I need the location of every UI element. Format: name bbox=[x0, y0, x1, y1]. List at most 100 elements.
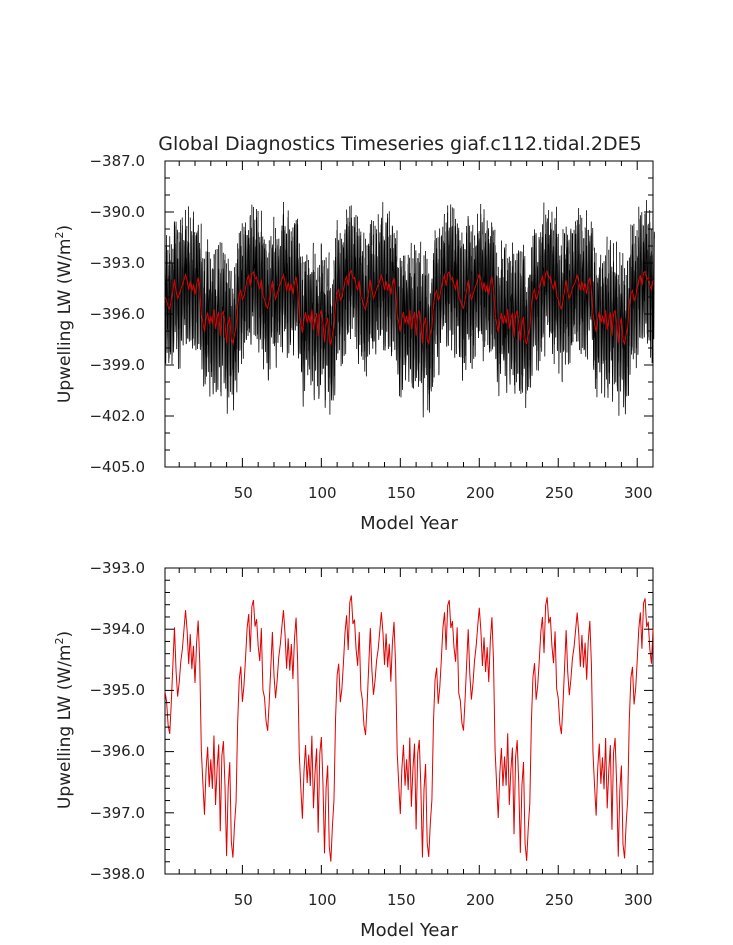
monthly-year-segment bbox=[527, 275, 531, 387]
top-y-tick-labels: −387.0 −390.0 −393.0 −396.0 −399.0 −402.… bbox=[89, 152, 145, 476]
monthly-year-segment bbox=[308, 267, 311, 370]
monthly-year-segment bbox=[297, 224, 300, 359]
monthly-year-segment bbox=[456, 223, 460, 327]
monthly-year-segment bbox=[542, 202, 545, 338]
monthly-year-segment bbox=[497, 266, 501, 397]
monthly-year-segment bbox=[556, 233, 559, 351]
monthly-year-segment bbox=[499, 269, 502, 374]
monthly-year-segment bbox=[627, 260, 630, 396]
monthly-year-segment bbox=[480, 214, 483, 335]
monthly-year-segment bbox=[226, 282, 229, 414]
monthly-year-segment bbox=[241, 234, 245, 359]
monthly-year-segment bbox=[279, 230, 283, 348]
monthly-year-segment bbox=[546, 210, 550, 325]
monthly-year-segment bbox=[347, 221, 351, 333]
monthly-year-segment bbox=[513, 272, 516, 394]
monthly-year-segment bbox=[229, 270, 232, 392]
monthly-year-segment bbox=[602, 263, 605, 364]
monthly-year-segment bbox=[379, 224, 382, 336]
monthly-year-segment bbox=[466, 215, 469, 335]
top-ticks bbox=[165, 160, 654, 468]
monthly-year-segment bbox=[363, 257, 366, 372]
monthly-year-segment bbox=[554, 206, 557, 338]
monthly-year-segment bbox=[573, 221, 576, 335]
monthly-year-segment bbox=[491, 227, 494, 350]
monthly-year-segment bbox=[264, 243, 267, 353]
monthly-year-segment bbox=[553, 218, 556, 365]
monthly-year-segment bbox=[636, 236, 640, 355]
monthly-year-segment bbox=[407, 254, 411, 382]
monthly-year-segment bbox=[275, 227, 278, 368]
monthly-year-segment bbox=[567, 239, 570, 365]
monthly-year-segment bbox=[530, 246, 534, 376]
monthly-year-segment bbox=[373, 234, 376, 342]
monthly-year-segment bbox=[300, 256, 303, 373]
monthly-year-segment bbox=[270, 236, 273, 338]
top-y-tick-label: −399.0 bbox=[89, 356, 145, 374]
bottom-x-tick-label: 100 bbox=[308, 891, 337, 909]
monthly-year-segment bbox=[380, 202, 384, 330]
bottom-y-axis-label-close: ) bbox=[55, 631, 75, 638]
monthly-year-segment bbox=[639, 212, 643, 339]
monthly-year-segment bbox=[352, 217, 355, 318]
top-x-tick-label: 300 bbox=[624, 484, 653, 502]
monthly-year-segment bbox=[519, 273, 523, 394]
monthly-year-segment bbox=[415, 262, 418, 378]
monthly-year-segment bbox=[230, 288, 234, 395]
monthly-year-segment bbox=[535, 234, 538, 371]
monthly-year-segment bbox=[575, 225, 578, 342]
top-y-tick-label: −402.0 bbox=[89, 407, 145, 425]
monthly-year-segment bbox=[565, 226, 568, 353]
monthly-year-segment bbox=[388, 211, 392, 347]
monthly-year-segment bbox=[403, 255, 406, 366]
monthly-year-segment bbox=[218, 242, 221, 368]
monthly-year-segment bbox=[647, 210, 651, 341]
monthly-year-segment bbox=[425, 251, 428, 376]
monthly-year-segment bbox=[194, 234, 197, 351]
monthly-year-segment bbox=[362, 232, 365, 360]
monthly-year-segment bbox=[649, 222, 652, 358]
monthly-year-segment bbox=[426, 275, 430, 411]
bottom-y-axis-label-sup: 2 bbox=[53, 638, 66, 645]
bottom-y-tick-label: −398.0 bbox=[89, 865, 145, 883]
monthly-year-segment bbox=[303, 262, 306, 392]
monthly-year-segment bbox=[223, 260, 226, 384]
monthly-year-segment bbox=[257, 232, 261, 353]
monthly-year-segment bbox=[437, 228, 441, 376]
monthly-year-segment bbox=[628, 254, 632, 375]
monthly-year-segment bbox=[409, 242, 412, 370]
monthly-year-segment bbox=[211, 268, 215, 395]
monthly-year-segment bbox=[368, 232, 371, 355]
monthly-year-segment bbox=[392, 226, 395, 342]
monthly-year-segment bbox=[453, 218, 456, 358]
monthly-year-segment bbox=[298, 243, 302, 355]
monthly-year-segment bbox=[395, 230, 398, 361]
monthly-year-segment bbox=[235, 259, 238, 393]
monthly-year-segment bbox=[208, 258, 212, 397]
monthly-year-segment bbox=[584, 210, 587, 357]
monthly-year-segment bbox=[322, 260, 325, 369]
monthly-year-segment bbox=[354, 214, 357, 337]
top-x-tick-labels: 50 100 150 200 250 300 bbox=[234, 484, 653, 502]
monthly-year-segment bbox=[213, 249, 216, 384]
monthly-year-segment bbox=[418, 241, 422, 382]
monthly-year-segment bbox=[516, 250, 520, 374]
monthly-year-segment bbox=[210, 269, 213, 377]
monthly-year-segment bbox=[557, 233, 561, 374]
bottom-y-tick-label: −394.0 bbox=[89, 620, 145, 638]
top-x-tick-label: 100 bbox=[308, 484, 337, 502]
top-y-axis-label-close: ) bbox=[55, 225, 75, 232]
monthly-year-segment bbox=[625, 260, 628, 397]
monthly-year-segment bbox=[357, 228, 360, 365]
monthly-year-segment bbox=[311, 242, 314, 382]
monthly-year-segment bbox=[504, 243, 507, 376]
monthly-year-segment bbox=[374, 225, 377, 355]
bottom-y-tick-labels: −393.0 −394.0 −395.0 −396.0 −397.0 −398.… bbox=[89, 559, 145, 883]
bottom-x-tick-labels: 50 100 150 200 250 300 bbox=[234, 891, 653, 909]
monthly-year-segment bbox=[652, 231, 655, 340]
monthly-year-segment bbox=[635, 230, 638, 369]
monthly-year-segment bbox=[355, 216, 358, 350]
monthly-year-segment bbox=[243, 222, 246, 343]
monthly-year-segment bbox=[592, 247, 595, 370]
monthly-year-segment bbox=[540, 236, 543, 352]
